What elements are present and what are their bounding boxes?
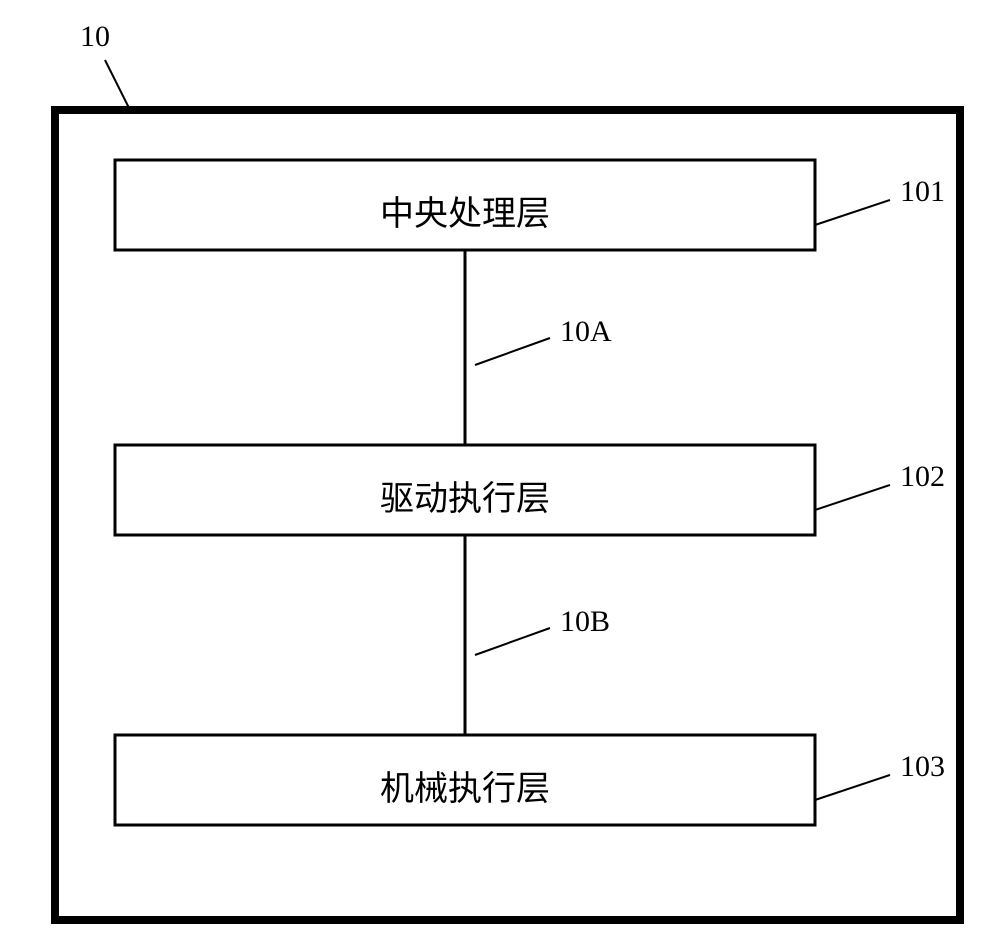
- leader-box2: [815, 485, 890, 510]
- box-bottom-text: 机械执行层: [115, 761, 815, 810]
- leader-outer: [105, 60, 130, 110]
- box-top-text: 中央处理层: [115, 186, 815, 235]
- leader-box3: [815, 775, 890, 800]
- label-box2: 102: [900, 460, 945, 494]
- label-box1: 101: [900, 175, 945, 209]
- leader-box1: [815, 200, 890, 225]
- label-outer: 10: [80, 20, 110, 54]
- leader-conn1: [475, 338, 550, 365]
- label-box3: 103: [900, 750, 945, 784]
- label-conn1: 10A: [560, 315, 612, 349]
- box-middle-text: 驱动执行层: [115, 471, 815, 520]
- label-conn2: 10B: [560, 605, 610, 639]
- leader-conn2: [475, 628, 550, 655]
- diagram-stage: 中央处理层 驱动执行层 机械执行层 10 101 102 103 10A 10B: [0, 0, 1000, 949]
